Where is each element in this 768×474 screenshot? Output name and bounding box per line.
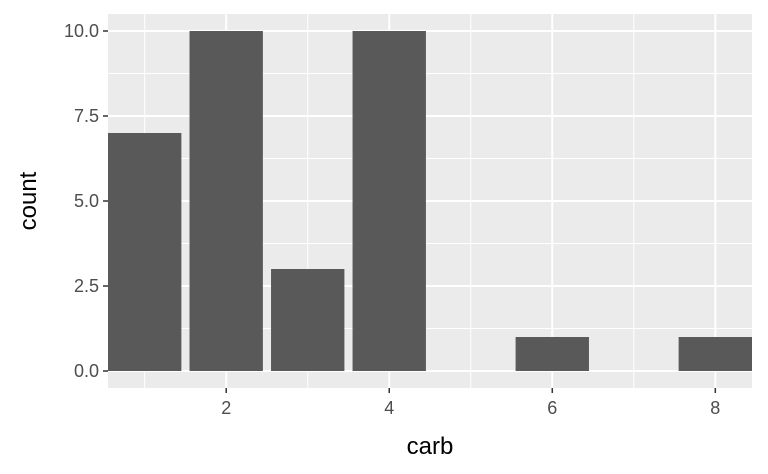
y-axis: 0.0 2.5 5.0 7.5 10.0 bbox=[64, 21, 108, 381]
y-tick-label: 2.5 bbox=[74, 276, 99, 296]
bar-carb-2 bbox=[189, 31, 263, 371]
y-tick-label: 7.5 bbox=[74, 106, 99, 126]
bars bbox=[108, 31, 752, 371]
bar-carb-4 bbox=[352, 31, 426, 371]
y-axis-title: count bbox=[15, 171, 42, 230]
x-tick-label: 6 bbox=[547, 398, 557, 418]
x-tick-label: 2 bbox=[221, 398, 231, 418]
y-tick-label: 5.0 bbox=[74, 191, 99, 211]
x-tick-label: 8 bbox=[710, 398, 720, 418]
x-tick-label: 4 bbox=[384, 398, 394, 418]
x-axis-title: carb bbox=[407, 433, 454, 460]
bar-carb-6 bbox=[515, 337, 589, 371]
y-tick-label: 10.0 bbox=[64, 21, 99, 41]
x-axis: 2 4 6 8 bbox=[221, 388, 720, 418]
bar-carb-1 bbox=[108, 133, 182, 371]
bar-carb-3 bbox=[271, 269, 345, 371]
bar-carb-8 bbox=[678, 337, 752, 371]
y-tick-label: 0.0 bbox=[74, 361, 99, 381]
